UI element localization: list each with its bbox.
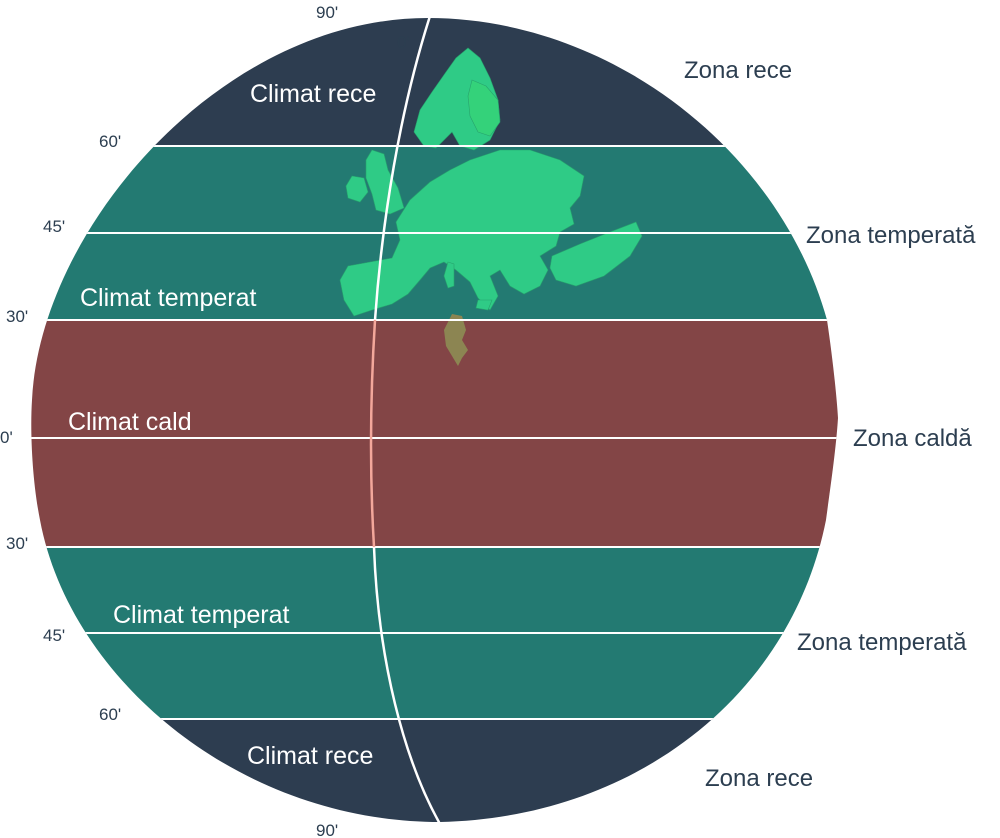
warm-band [31, 320, 839, 547]
zone-label-warm: Zona caldă [853, 425, 972, 452]
climate-label-south-temperate: Climat temperat [113, 601, 289, 629]
latitude-label-south-pole: 90' [316, 821, 338, 838]
climate-label-south-cold: Climat rece [247, 742, 373, 770]
north-cold-band [31, 18, 839, 146]
zone-label-north-cold: Zona rece [684, 57, 792, 84]
zone-label-south-temperate: Zona temperată [797, 629, 967, 656]
meridian-label: 0' [397, 33, 410, 52]
climate-label-north-cold: Climat rece [250, 80, 376, 108]
tunisia-map-icon [444, 314, 468, 366]
climate-label-north-temperate: Climat temperat [80, 284, 256, 312]
zone-label-north-temperate: Zona temperată [806, 222, 976, 249]
latitude-label-north-30: 30' [6, 307, 28, 326]
latitude-label-south-60: 60' [99, 705, 121, 724]
zone-label-south-cold: Zona rece [705, 765, 813, 792]
latitude-label-north-45: 45' [43, 217, 65, 236]
prime-meridian [369, 18, 442, 822]
europe-map-icon [339, 47, 643, 317]
south-cold-band [31, 719, 839, 822]
latitude-label-south-30: 30' [6, 534, 28, 553]
latitude-label-north-60: 60' [99, 132, 121, 151]
latitude-label-north-pole: 90' [316, 3, 338, 22]
latitude-label-equator: 0' [0, 428, 13, 447]
latitude-label-south-45: 45' [43, 626, 65, 645]
climate-label-warm: Climat cald [68, 408, 192, 436]
